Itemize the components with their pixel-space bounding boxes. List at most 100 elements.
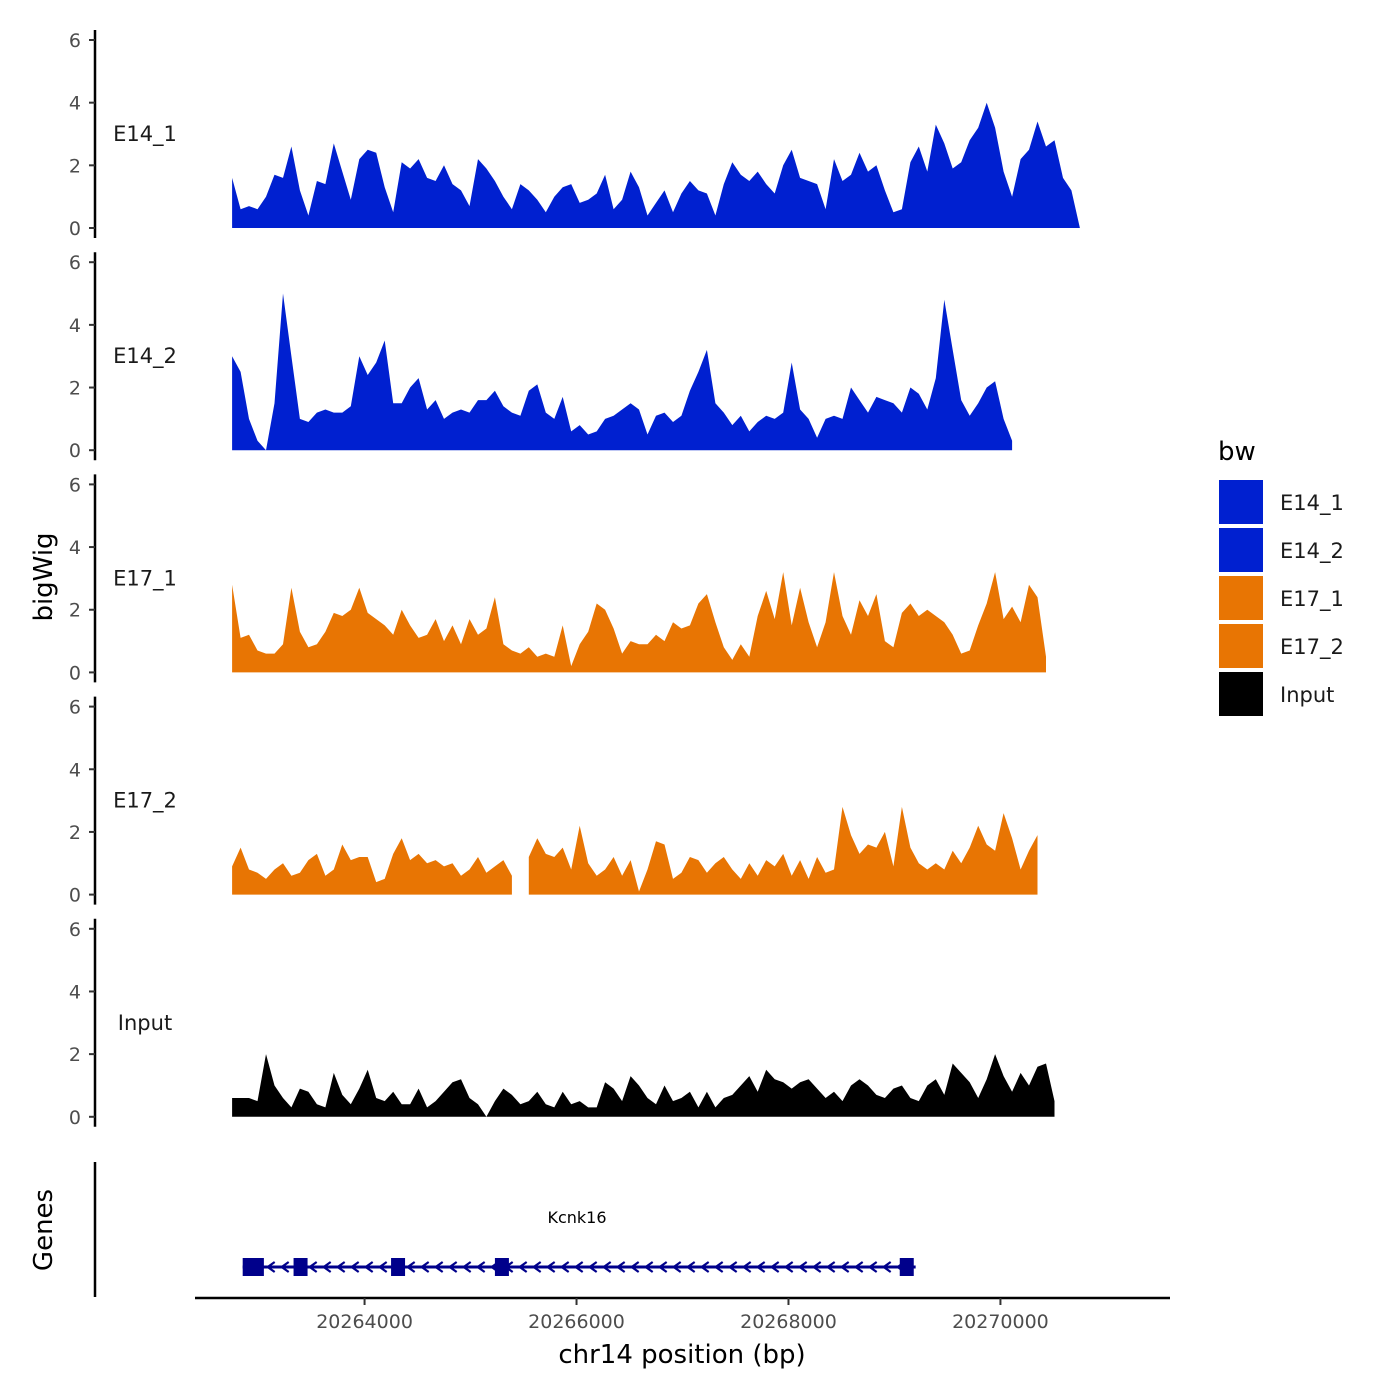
strand-chevron	[307, 1261, 318, 1273]
legend-label: E17_2	[1280, 635, 1344, 660]
track-label: Input	[118, 1011, 172, 1035]
legend-label: E14_2	[1280, 539, 1344, 564]
coverage-area	[232, 1054, 1055, 1117]
track-input: 0 2 4 6 Input	[69, 918, 1055, 1129]
y-tick-label: 4	[69, 537, 81, 559]
legend-label: E17_1	[1280, 587, 1344, 612]
track-label: E17_2	[113, 789, 177, 814]
coverage-area	[232, 102, 1080, 228]
strand-chevron	[685, 1261, 696, 1273]
legend-swatch	[1219, 672, 1263, 716]
gene-name-label: Kcnk16	[547, 1208, 606, 1227]
strand-chevron	[755, 1261, 766, 1273]
legend-label: E14_1	[1280, 491, 1344, 516]
strand-chevron	[279, 1261, 290, 1273]
y-tick-label: 4	[69, 93, 81, 115]
strand-chevron	[853, 1261, 864, 1273]
y-tick-label: 2	[69, 1044, 81, 1066]
coverage-area	[232, 293, 1013, 451]
strand-chevron	[671, 1261, 682, 1273]
strand-chevron	[363, 1261, 374, 1273]
strand-chevron	[265, 1261, 276, 1273]
strand-chevron	[699, 1261, 710, 1273]
strand-chevron	[727, 1261, 738, 1273]
legend-label: Input	[1280, 683, 1334, 707]
x-tick-label: 20264000	[316, 1311, 413, 1333]
y-tick-label: 2	[69, 378, 81, 400]
y-axis-title: bigWig	[29, 532, 59, 621]
track-e17-1: 0 2 4 6 E17_1	[69, 474, 1047, 684]
y-tick-label: 0	[69, 885, 81, 907]
strand-chevron	[349, 1261, 360, 1273]
strand-chevron	[447, 1261, 458, 1273]
strand-chevron	[335, 1261, 346, 1273]
coverage-area	[528, 806, 1038, 895]
track-label: E14_2	[113, 344, 177, 369]
strand-chevron	[769, 1261, 780, 1273]
legend-swatch	[1219, 576, 1263, 620]
y-tick-label: 0	[69, 1107, 81, 1129]
strand-chevron	[545, 1261, 556, 1273]
strand-chevron	[713, 1261, 724, 1273]
x-axis: 20264000 20266000 20268000 20270000	[195, 1296, 1170, 1333]
strand-chevron	[615, 1261, 626, 1273]
y-tick-label: 4	[69, 315, 81, 337]
y-tick-label: 6	[69, 252, 81, 274]
strand-chevron	[531, 1261, 542, 1273]
strand-chevron	[629, 1261, 640, 1273]
y-tick-label: 2	[69, 155, 81, 177]
strand-chevron	[881, 1261, 892, 1273]
coverage-area	[232, 572, 1047, 673]
y-tick-label: 6	[69, 474, 81, 496]
genes-track: Kcnk16	[93, 1162, 916, 1297]
legend-swatch	[1219, 480, 1263, 524]
exon	[899, 1258, 914, 1276]
strand-chevron	[377, 1261, 388, 1273]
x-axis-title: chr14 position (bp)	[558, 1340, 805, 1370]
strand-chevron	[741, 1261, 752, 1273]
strand-chevron	[587, 1261, 598, 1273]
strand-chevron	[517, 1261, 528, 1273]
legend: bw E14_1 E14_2 E17_1 E17_2 Input	[1218, 437, 1344, 716]
strand-chevron	[783, 1261, 794, 1273]
y-tick-label: 6	[69, 919, 81, 941]
bigwig-tracks: 0 2 4 6 E14_1 0 2 4 6 E14_2 0 2 4 6 E17_1 0 2 4 6 E17_2 0 2 4 6…	[69, 30, 1080, 1129]
y-tick-label: 2	[69, 600, 81, 622]
y-tick-label: 4	[69, 759, 81, 781]
y-tick-label: 0	[69, 662, 81, 684]
strand-chevron	[573, 1261, 584, 1273]
strand-chevron	[601, 1261, 612, 1273]
exon	[391, 1258, 406, 1276]
exon	[293, 1258, 308, 1276]
strand-chevron	[559, 1261, 570, 1273]
strand-chevron	[643, 1261, 654, 1273]
strand-chevron	[321, 1261, 332, 1273]
strand-chevron	[797, 1261, 808, 1273]
strand-chevron	[825, 1261, 836, 1273]
y-tick-label: 6	[69, 30, 81, 52]
x-tick-label: 20268000	[740, 1311, 837, 1333]
strand-chevron	[419, 1261, 430, 1273]
y-tick-label: 6	[69, 697, 81, 719]
strand-chevron	[475, 1261, 486, 1273]
legend-title: bw	[1218, 437, 1256, 467]
strand-chevron	[867, 1261, 878, 1273]
track-e14-2: 0 2 4 6 E14_2	[69, 252, 1013, 462]
y-tick-label: 0	[69, 218, 81, 240]
track-e17-2: 0 2 4 6 E17_2	[69, 696, 1038, 907]
strand-chevron	[839, 1261, 850, 1273]
strand-chevron	[657, 1261, 668, 1273]
coverage-area	[232, 838, 512, 895]
x-tick-label: 20266000	[528, 1311, 625, 1333]
track-e14-1: 0 2 4 6 E14_1	[69, 30, 1080, 240]
strand-chevron	[433, 1261, 444, 1273]
legend-swatch	[1219, 528, 1263, 572]
exon	[494, 1258, 509, 1276]
exon	[242, 1258, 264, 1276]
strand-chevron	[461, 1261, 472, 1273]
genes-axis-title: Genes	[29, 1189, 59, 1271]
legend-swatch	[1219, 624, 1263, 668]
track-label: E14_1	[113, 122, 177, 147]
y-tick-label: 0	[69, 440, 81, 462]
strand-chevron	[811, 1261, 822, 1273]
